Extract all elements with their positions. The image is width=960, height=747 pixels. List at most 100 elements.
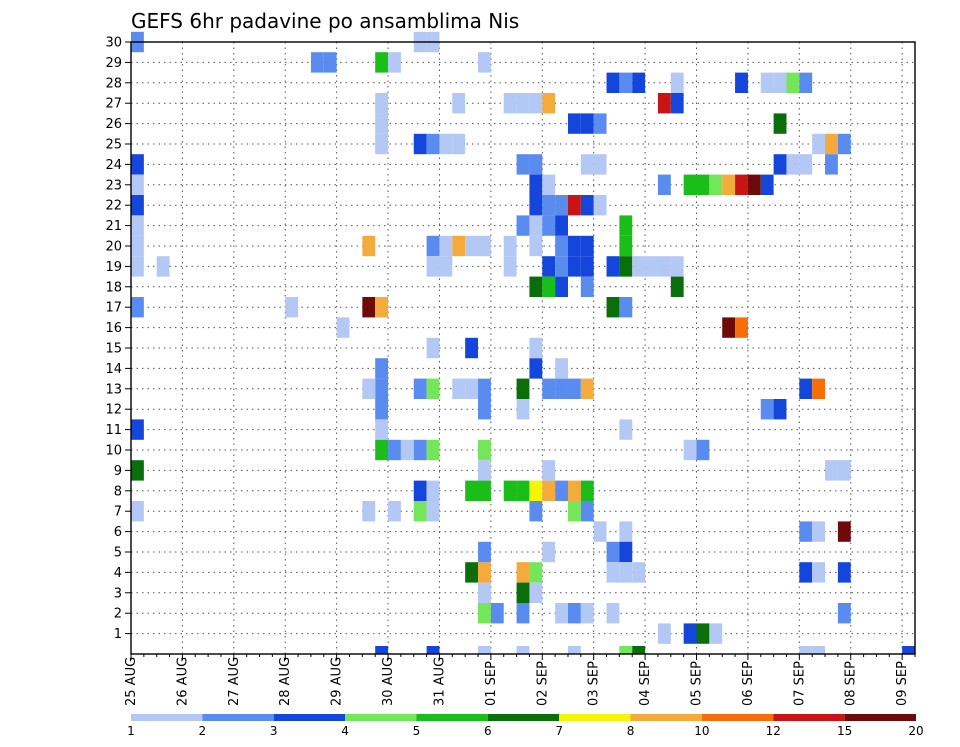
heatmap-cell bbox=[426, 480, 440, 501]
legend-swatch bbox=[345, 714, 417, 721]
heatmap-cell bbox=[580, 256, 594, 277]
heatmap-cell bbox=[580, 113, 594, 134]
heatmap-cell bbox=[426, 501, 440, 522]
y-tick-label: 3 bbox=[114, 586, 122, 601]
heatmap-cell bbox=[773, 154, 787, 175]
y-tick-label: 29 bbox=[105, 56, 122, 71]
heatmap-cell bbox=[696, 174, 710, 195]
heatmap-cell bbox=[310, 52, 324, 73]
legend-label: 8 bbox=[627, 724, 635, 738]
heatmap-cell bbox=[362, 235, 376, 257]
heatmap-cell bbox=[400, 439, 414, 461]
heatmap-cell bbox=[683, 439, 697, 461]
heatmap-cell bbox=[490, 603, 504, 624]
color-legend: 1 2 3 4 5 6 7 8 10 12 15 20 bbox=[127, 714, 924, 738]
heatmap-cell bbox=[837, 460, 851, 481]
heatmap-cell bbox=[657, 256, 671, 277]
heatmap-cell bbox=[426, 235, 440, 257]
heatmap-cell bbox=[555, 235, 568, 257]
heatmap-cell bbox=[375, 133, 389, 155]
heatmap-cell bbox=[593, 521, 607, 542]
x-tick-label: 07 SEP bbox=[792, 661, 807, 706]
y-tick-label: 1 bbox=[114, 627, 122, 642]
y-tick-label: 28 bbox=[105, 76, 122, 91]
heatmap-cell bbox=[632, 256, 646, 277]
heatmap-cell bbox=[580, 195, 594, 216]
heatmap-cell bbox=[426, 337, 440, 359]
heatmap-cell bbox=[812, 562, 826, 583]
legend-label: 1 bbox=[127, 724, 135, 738]
heatmap-cell bbox=[747, 174, 761, 195]
heatmap-cell bbox=[131, 154, 144, 175]
x-tick-label: 30 AUG bbox=[381, 657, 396, 706]
heatmap-cell bbox=[837, 133, 851, 155]
y-tick-label: 25 bbox=[105, 138, 122, 153]
heatmap-cell bbox=[452, 133, 466, 155]
heatmap-cell bbox=[619, 521, 633, 542]
x-tick-label: 27 AUG bbox=[227, 657, 242, 706]
heatmap-cell bbox=[606, 297, 620, 318]
y-tick-label: 21 bbox=[105, 219, 122, 234]
y-tick-label: 30 bbox=[105, 36, 122, 51]
heatmap-cell bbox=[529, 337, 543, 359]
heatmap-cell bbox=[825, 133, 838, 155]
heatmap-cell bbox=[567, 235, 581, 257]
heatmap-cell bbox=[131, 174, 144, 195]
heatmap-cell-bottom bbox=[632, 646, 646, 654]
heatmap-cell bbox=[542, 215, 556, 236]
heatmap-cell bbox=[799, 378, 813, 399]
x-tick-label: 31 AUG bbox=[432, 657, 447, 706]
heatmap-cell bbox=[478, 582, 491, 603]
heatmap-cell bbox=[388, 52, 401, 73]
heatmap-cell bbox=[503, 93, 517, 114]
heatmap-cell bbox=[773, 72, 787, 93]
legend-swatch bbox=[701, 714, 774, 721]
heatmap-cell bbox=[516, 562, 530, 583]
heatmap-cell bbox=[452, 235, 466, 257]
heatmap-cell bbox=[465, 235, 479, 257]
heatmap-cell bbox=[619, 562, 633, 583]
heatmap-cell bbox=[542, 276, 556, 297]
heatmap-cell bbox=[799, 72, 813, 93]
heatmap-cell bbox=[375, 439, 389, 461]
heatmap-cell bbox=[567, 113, 581, 134]
legend-swatch bbox=[202, 714, 274, 721]
heatmap-cell bbox=[375, 378, 389, 399]
heatmap-cell bbox=[786, 154, 800, 175]
x-tick-label: 29 AUG bbox=[330, 657, 345, 706]
heatmap-cell bbox=[529, 154, 543, 175]
heatmap-cell bbox=[657, 174, 671, 195]
legend-label: 6 bbox=[484, 724, 492, 738]
heatmap-cell bbox=[465, 337, 479, 359]
heatmap-cell bbox=[413, 480, 427, 501]
heatmap-cell bbox=[760, 72, 774, 93]
heatmap-cell bbox=[388, 439, 401, 461]
heatmap-cell bbox=[336, 317, 350, 338]
heatmap-cell bbox=[478, 562, 491, 583]
heatmap-cell-bottom bbox=[375, 646, 389, 654]
heatmap-cell-bottom bbox=[812, 646, 826, 654]
heatmap-cell bbox=[439, 256, 453, 277]
heatmap-cell bbox=[516, 93, 530, 114]
heatmap-cell bbox=[735, 317, 748, 338]
heatmap-cell-bottom bbox=[799, 646, 813, 654]
heatmap-cell bbox=[529, 215, 543, 236]
y-tick-label: 8 bbox=[114, 484, 122, 499]
y-tick-label: 4 bbox=[114, 566, 122, 581]
heatmap-cell bbox=[529, 174, 543, 195]
heatmap-cell bbox=[619, 297, 633, 318]
heatmap-cell bbox=[131, 215, 144, 236]
heatmap-cell bbox=[529, 235, 543, 257]
heatmap-cell bbox=[542, 460, 556, 481]
heatmap-cell bbox=[735, 174, 748, 195]
heatmap-cell bbox=[657, 623, 671, 644]
heatmap-cell bbox=[683, 623, 697, 644]
heatmap-cell bbox=[555, 256, 568, 277]
heatmap-cells bbox=[131, 31, 915, 654]
heatmap-cell bbox=[131, 256, 144, 277]
heatmap-cell bbox=[516, 399, 530, 420]
heatmap-cell bbox=[812, 521, 826, 542]
heatmap-cell bbox=[516, 154, 530, 175]
heatmap-cell bbox=[670, 256, 684, 277]
